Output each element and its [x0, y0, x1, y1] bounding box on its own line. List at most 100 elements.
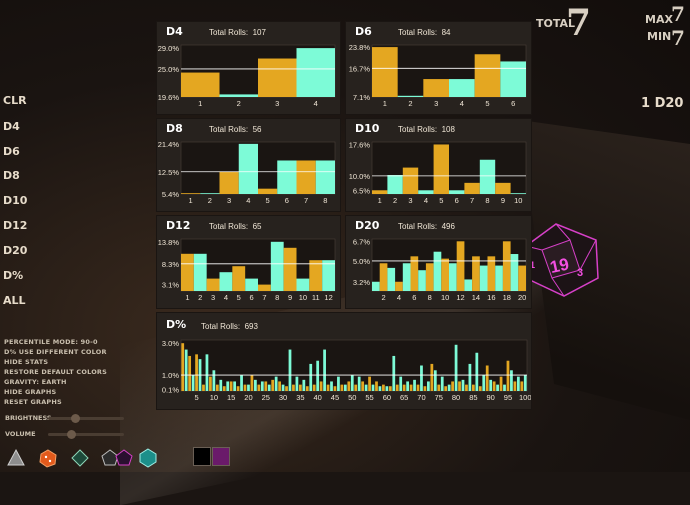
- bar: [464, 183, 479, 194]
- bar: [322, 260, 335, 291]
- bar: [424, 386, 427, 391]
- graph-title: D10: [355, 122, 379, 135]
- bar: [233, 381, 236, 391]
- d12-button[interactable]: D12: [3, 219, 27, 232]
- d12-icon[interactable]: [114, 448, 134, 468]
- restore-colors-option[interactable]: RESTORE DEFAULT COLORS: [4, 368, 107, 376]
- bar: [449, 263, 457, 291]
- y-tick-label: 17.6%: [349, 140, 371, 149]
- bar: [489, 380, 492, 391]
- svg-text:3: 3: [577, 267, 583, 279]
- bar: [230, 381, 233, 391]
- d-percent-button[interactable]: D%: [3, 269, 23, 282]
- bar: [475, 353, 478, 391]
- label-color-swatch[interactable]: [212, 447, 230, 466]
- x-tick-label: 95: [504, 393, 512, 402]
- bar: [244, 385, 247, 391]
- bar: [358, 377, 361, 391]
- x-tick-label: 45: [331, 393, 339, 402]
- d20-icon[interactable]: [138, 448, 158, 468]
- x-tick-label: 65: [400, 393, 408, 402]
- clear-button[interactable]: CLR: [3, 94, 27, 107]
- bar: [441, 259, 449, 291]
- bar: [261, 381, 264, 391]
- bar: [410, 385, 413, 391]
- x-tick-label: 8: [275, 293, 279, 302]
- d10-button[interactable]: D10: [3, 194, 27, 207]
- bar: [480, 160, 495, 194]
- dice-roll-label: 1 D20: [641, 96, 683, 111]
- x-tick-label: 90: [486, 393, 494, 402]
- bar: [297, 279, 310, 291]
- x-tick-label: 10: [299, 293, 307, 302]
- plot-area: [181, 340, 527, 391]
- d6-button[interactable]: D6: [3, 145, 20, 158]
- d4-icon[interactable]: [6, 448, 26, 468]
- x-tick-label: 5: [485, 99, 489, 108]
- x-tick-label: 1: [185, 293, 189, 302]
- brightness-slider-knob[interactable]: [71, 414, 80, 423]
- y-tick-label: 0.1%: [162, 385, 179, 394]
- bar: [209, 377, 212, 391]
- d4-button[interactable]: D4: [3, 120, 20, 133]
- d6-icon[interactable]: [38, 448, 58, 468]
- d20-button[interactable]: D20: [3, 244, 27, 257]
- x-tick-label: 25: [262, 393, 270, 402]
- bar: [297, 160, 316, 194]
- y-tick-label: 5.0%: [353, 257, 370, 266]
- bar: [185, 350, 188, 391]
- x-tick-label: 2: [393, 196, 397, 205]
- bar: [237, 386, 240, 391]
- x-tick-label: 8: [485, 196, 489, 205]
- volume-slider[interactable]: [48, 433, 124, 436]
- bar: [212, 370, 215, 391]
- x-tick-label: 2: [208, 196, 212, 205]
- hide-stats-option[interactable]: HIDE STATS: [4, 358, 48, 366]
- bar: [396, 385, 399, 391]
- d8-icon[interactable]: [70, 448, 90, 468]
- bar: [458, 381, 461, 391]
- max-value: 7: [671, 2, 685, 26]
- d8-button[interactable]: D8: [3, 169, 20, 182]
- bar: [495, 183, 510, 194]
- x-tick-label: 20: [244, 393, 252, 402]
- bar: [375, 381, 378, 391]
- y-tick-label: 6.5%: [353, 186, 370, 195]
- gravity-option[interactable]: GRAVITY: EARTH: [4, 378, 67, 386]
- bar: [507, 361, 510, 391]
- reset-graphs-option[interactable]: RESET GRAPHS: [4, 398, 62, 406]
- bar: [194, 254, 207, 291]
- volume-slider-knob[interactable]: [67, 430, 76, 439]
- hide-graphs-option[interactable]: HIDE GRAPHS: [4, 388, 56, 396]
- bar: [380, 263, 388, 291]
- d-percent-graph-panel: D% Total Rolls: 693 3.0% 1.0% 0.1% 5 10 15 20 2…: [156, 312, 532, 410]
- bar: [395, 282, 403, 291]
- x-tick-label: 6: [511, 99, 515, 108]
- bar: [302, 380, 305, 391]
- all-button[interactable]: ALL: [3, 294, 26, 307]
- bar: [258, 189, 277, 194]
- bar: [344, 385, 347, 391]
- y-tick-label: 3.2%: [353, 278, 370, 287]
- bar: [258, 59, 297, 97]
- bar: [475, 54, 501, 97]
- percentile-mode-option[interactable]: PERCENTILE MODE: 90-0: [4, 338, 98, 346]
- x-tick-label: 2: [237, 99, 241, 108]
- percentile-color-option[interactable]: D% USE DIFFERENT COLOR: [4, 348, 107, 356]
- bar: [309, 260, 322, 291]
- y-tick-label: 7.1%: [353, 93, 370, 102]
- bar: [449, 190, 464, 194]
- bar: [524, 375, 527, 391]
- bar: [372, 47, 398, 97]
- bar: [220, 172, 239, 194]
- bar: [417, 385, 420, 391]
- x-tick-label: 15: [227, 393, 235, 402]
- die-color-swatch[interactable]: [193, 447, 211, 466]
- x-tick-label: 16: [487, 293, 495, 302]
- bar: [462, 380, 465, 391]
- x-tick-label: 70: [417, 393, 425, 402]
- brightness-slider[interactable]: [48, 417, 124, 420]
- x-tick-label: 3: [275, 99, 279, 108]
- bar: [418, 190, 433, 194]
- x-tick-label: 3: [434, 99, 438, 108]
